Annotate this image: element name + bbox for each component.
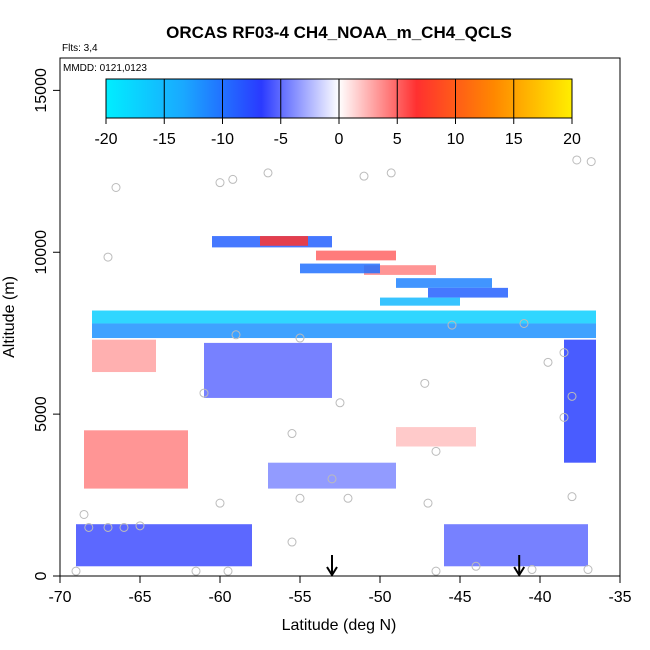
track-point	[543, 357, 553, 367]
colorbar: -20 -15 -10 -5 0 5 10 15 20	[94, 78, 581, 148]
track-point	[263, 168, 273, 178]
track-point	[327, 474, 337, 484]
x-tick-label: -60	[208, 589, 231, 606]
track-point	[215, 498, 225, 508]
track-point	[519, 318, 529, 328]
track-point	[215, 178, 225, 188]
track-point	[223, 566, 233, 576]
track-point	[559, 348, 569, 358]
colorbar-tick-label: -10	[211, 131, 234, 148]
heatmap-cell	[428, 287, 508, 298]
colorbar-tick-label: -15	[153, 131, 176, 148]
colorbar-tick-label: 0	[335, 131, 344, 148]
x-tick-label: -45	[448, 589, 471, 606]
x-tick-label: -70	[48, 589, 71, 606]
colorbar-tick-label: 10	[447, 131, 465, 148]
heatmap-cell	[300, 263, 380, 274]
track-point	[111, 183, 121, 192]
flights-annotation: Flts: 3,4	[62, 43, 98, 54]
track-point	[199, 388, 209, 398]
track-point	[359, 171, 369, 181]
track-point	[431, 566, 441, 576]
track-point	[287, 429, 297, 439]
track-point	[420, 378, 430, 388]
track-point	[386, 168, 396, 178]
track-point	[71, 566, 81, 576]
y-tick-label: 15000	[33, 68, 50, 113]
y-axis: 0 5000 10000 15000	[33, 68, 60, 580]
track-point	[343, 493, 353, 503]
track-point	[103, 522, 113, 532]
colorbar-tick-label: 15	[505, 131, 523, 148]
down-arrow-marker	[513, 555, 526, 577]
track-point	[431, 446, 441, 456]
x-tick-label: -65	[128, 589, 151, 606]
x-tick-label: -50	[368, 589, 391, 606]
track-point	[287, 537, 297, 547]
track-point	[567, 492, 577, 502]
track-point	[583, 565, 593, 575]
heatmap-cell	[316, 250, 396, 261]
track-point	[231, 330, 241, 340]
heatmap-cell	[396, 427, 476, 447]
track-point	[447, 320, 457, 330]
x-tick-label: -35	[608, 589, 631, 606]
track-point	[79, 509, 89, 519]
track-point	[586, 157, 596, 167]
track-point	[567, 391, 577, 401]
track-point	[295, 333, 305, 343]
heatmap-cell	[260, 236, 308, 246]
track-point	[335, 398, 345, 408]
track-point	[527, 565, 537, 575]
heatmap-cell	[204, 342, 332, 398]
x-tick-label: -55	[288, 589, 311, 606]
heatmap-cell	[76, 524, 252, 567]
track-point	[119, 522, 129, 532]
heatmap-cell	[92, 310, 596, 324]
track-point	[423, 498, 433, 508]
colorbar-tick-label: -20	[94, 131, 117, 148]
y-tick-label: 10000	[33, 230, 50, 275]
track-point	[84, 522, 94, 532]
colorbar-tick-label: 20	[563, 131, 581, 148]
down-arrow-marker	[326, 555, 338, 577]
heatmap-cell	[92, 339, 156, 373]
heatmap-cell	[380, 297, 460, 306]
x-axis: -70 -65 -60 -55 -50 -45 -40 -35	[48, 575, 632, 606]
colorbar-ticks: -20 -15 -10 -5 0 5 10 15 20	[94, 79, 581, 148]
track-point	[135, 521, 145, 531]
latitude-markers	[326, 555, 526, 577]
heatmap-cell	[564, 339, 596, 463]
colorbar-tick-label: 5	[393, 131, 402, 148]
track-point	[295, 493, 305, 503]
y-tick-label: 0	[33, 571, 50, 580]
heatmap-cell	[92, 323, 596, 339]
track-point	[228, 174, 238, 184]
flight-track-points	[71, 155, 596, 576]
x-tick-label: -40	[528, 589, 551, 606]
dates-annotation: MMDD: 0121,0123	[63, 63, 147, 74]
heatmap-cell	[364, 265, 436, 275]
heatmap-cell	[396, 278, 492, 288]
y-axis-label: Altitude (m)	[1, 276, 18, 358]
track-point	[572, 155, 582, 165]
track-point	[191, 566, 201, 576]
heatmap-cell	[268, 462, 396, 489]
heatmap-cell	[444, 524, 588, 567]
heatmap-layer	[76, 236, 596, 567]
colorbar-tick-label: -5	[274, 131, 288, 148]
x-axis-label: Latitude (deg N)	[282, 617, 397, 634]
chart-title: ORCAS RF03-4 CH4_NOAA_m_CH4_QCLS	[166, 23, 512, 42]
y-tick-label: 5000	[33, 396, 50, 432]
track-point	[559, 412, 569, 422]
track-point	[103, 252, 113, 262]
heatmap-cell	[84, 430, 188, 489]
track-point	[471, 561, 481, 571]
